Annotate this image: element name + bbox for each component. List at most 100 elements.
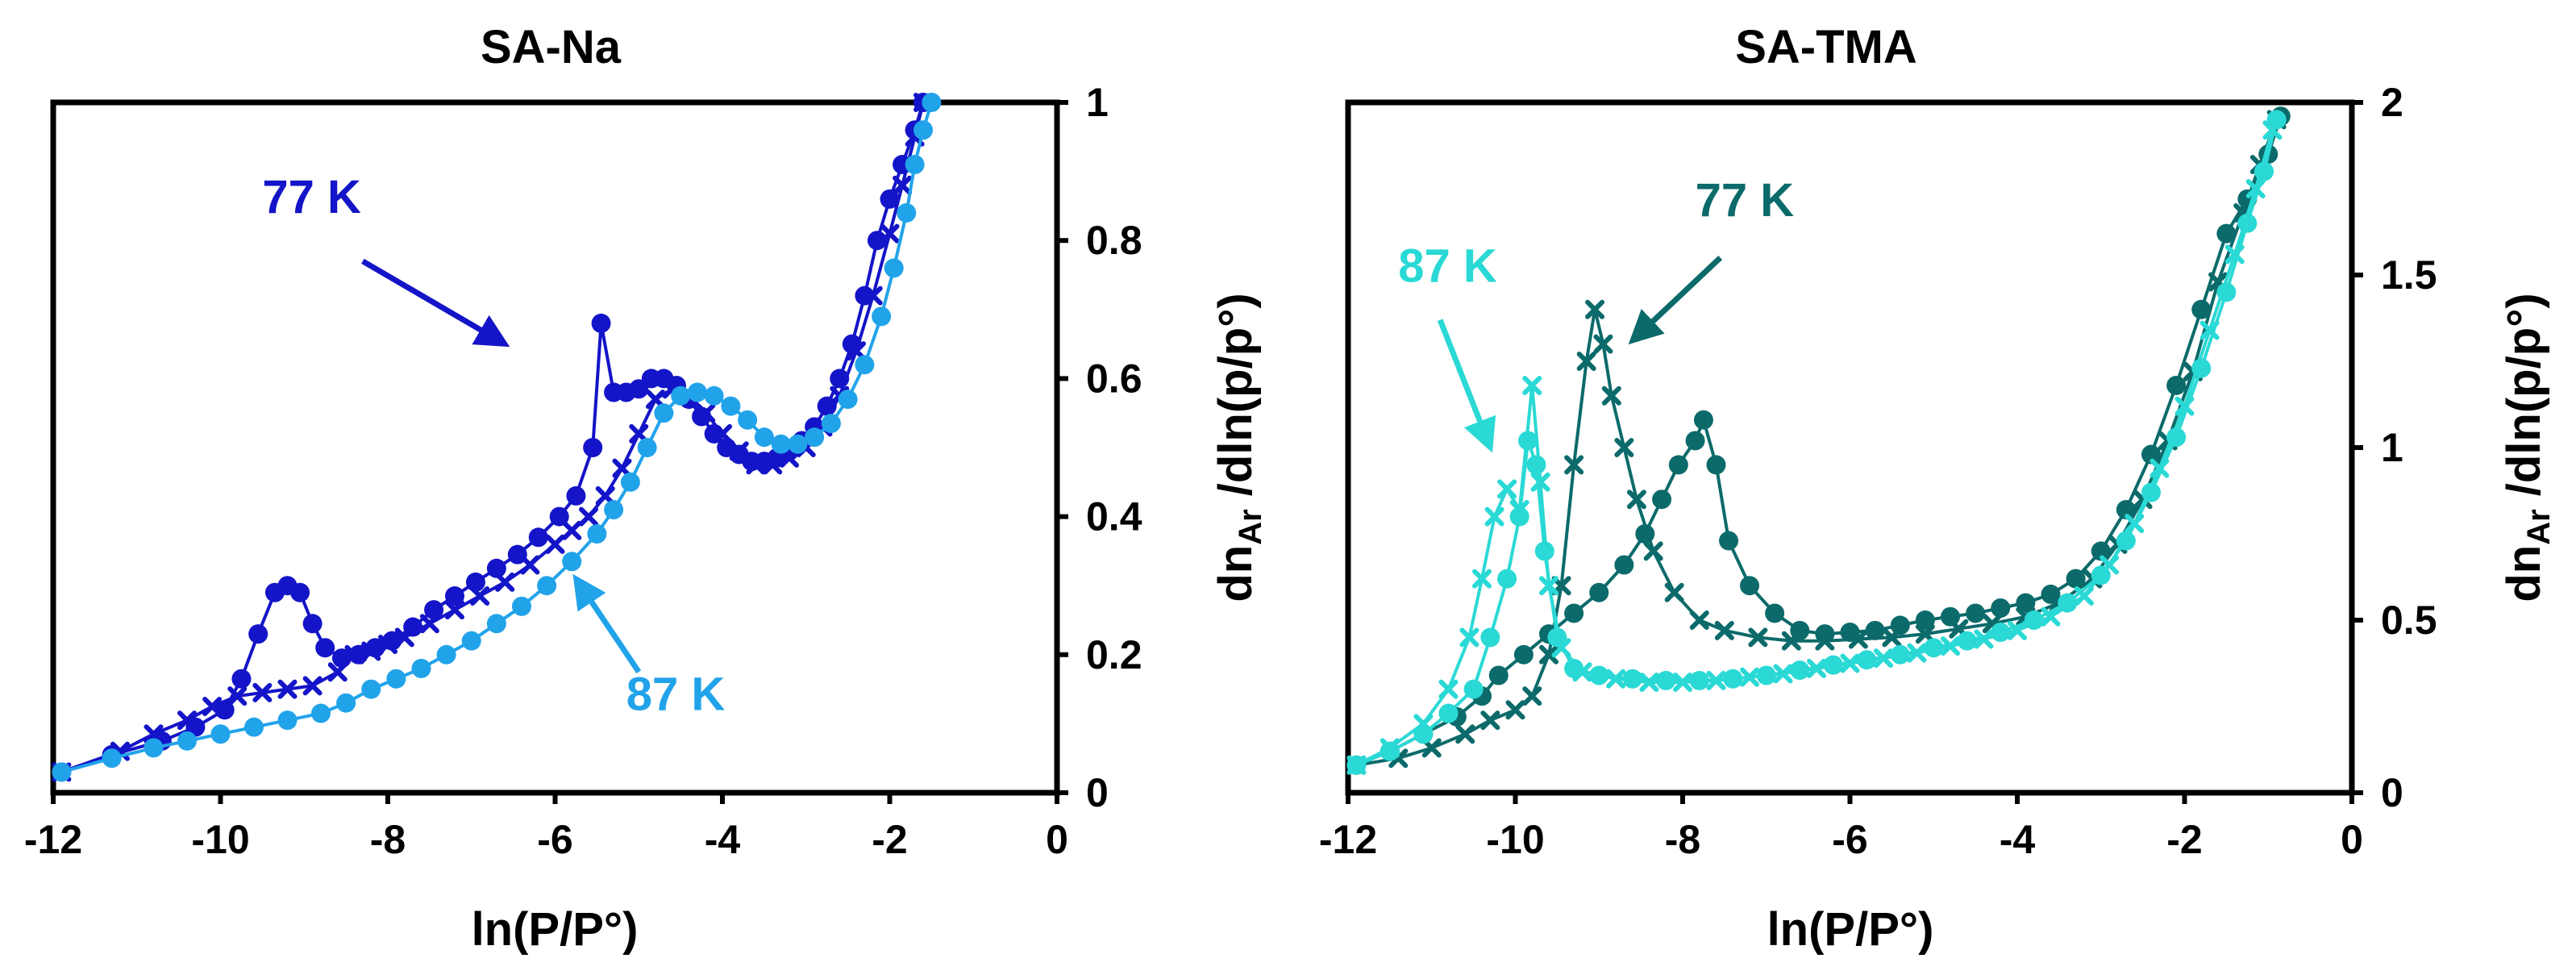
data-point: [1589, 582, 1609, 602]
data-point: [1539, 644, 1559, 665]
data-point: [1614, 555, 1634, 575]
data-point: [880, 223, 900, 244]
y-label-sub: Ar: [2521, 509, 2557, 544]
data-point: [1815, 631, 1835, 651]
data-point: [277, 679, 298, 699]
data-point: [1907, 643, 1927, 663]
data-point: [244, 717, 264, 737]
data-point: [1564, 455, 1584, 475]
data-point: [1915, 610, 1935, 630]
data-point: [1706, 670, 1726, 690]
y-label-rest: /dln(p/p°): [2498, 293, 2550, 509]
data-point: [1807, 658, 1826, 678]
data-point: [512, 596, 531, 616]
y-axis-ticks: 0 0.5 1 1.5 2: [2352, 80, 2437, 815]
data-series: [52, 93, 942, 782]
data-point: [1643, 541, 1663, 561]
data-point: [1957, 631, 1977, 651]
y-tick-label: 0.5: [2381, 598, 2437, 643]
data-series: [1346, 120, 2283, 775]
data-point: [1488, 665, 1509, 685]
y-tick-label: 0: [2381, 770, 2403, 815]
data-point: [696, 403, 716, 423]
data-point: [1765, 603, 1785, 623]
data-point: [227, 686, 248, 706]
x-tick-label: -4: [705, 817, 741, 862]
x-tick-label: -12: [24, 817, 82, 862]
data-point: [2041, 606, 2061, 627]
data-point: [1974, 629, 1994, 649]
data-point: [1622, 669, 1642, 689]
data-point: [2245, 179, 2266, 198]
annotation-label: 77 K: [1696, 174, 1795, 227]
data-point: [528, 527, 548, 548]
y-label-sub: Ar: [1233, 509, 1268, 544]
data-point: [2149, 458, 2170, 478]
y-label-rest: /dln(p/p°): [1209, 293, 1262, 509]
data-point: [1547, 627, 1567, 648]
data-point: [361, 679, 381, 699]
y-label-main: dn: [2498, 545, 2550, 602]
data-point: [277, 710, 298, 731]
data-point: [704, 385, 724, 406]
data-point: [1455, 724, 1475, 744]
data-point: [386, 669, 406, 689]
data-point: [445, 586, 464, 606]
data-point: [654, 403, 674, 423]
x-tick-label: -10: [1486, 817, 1544, 862]
data-point: [1572, 662, 1592, 682]
data-point: [1564, 603, 1584, 623]
data-point: [1714, 620, 1734, 640]
y-tick-label: 0.6: [1086, 356, 1142, 401]
data-point: [1924, 638, 1944, 658]
data-point: [1626, 490, 1646, 510]
data-point: [248, 624, 268, 644]
data-point: [1719, 531, 1739, 551]
data-point: [905, 155, 925, 175]
data-point: [1656, 670, 1676, 690]
data-point: [1668, 455, 1688, 475]
y-tick-label: 0: [1086, 770, 1109, 815]
data-point: [2262, 120, 2283, 140]
annotation-arrow: [1437, 319, 1496, 453]
data-point: [1480, 627, 1500, 648]
data-point: [2116, 500, 2136, 520]
data-point: [1664, 582, 1684, 602]
annotation-label: 87 K: [1398, 240, 1497, 293]
data-point: [177, 710, 197, 731]
data-point: [1585, 299, 1605, 319]
annotation-label: 87 K: [626, 668, 726, 720]
data-point: [302, 614, 323, 634]
data-point: [1526, 455, 1546, 475]
annotation-arrow: [361, 258, 510, 348]
data-point: [2166, 375, 2187, 395]
data-point: [2266, 110, 2287, 130]
data-point: [1941, 606, 1960, 627]
data-point: [537, 576, 557, 596]
data-point: [1614, 438, 1634, 457]
y-tick-label: 0.2: [1086, 632, 1142, 677]
data-point: [336, 693, 356, 713]
plot-frame: [1345, 99, 2355, 796]
data-point: [2191, 299, 2212, 319]
data-point: [144, 724, 164, 744]
data-point: [2141, 444, 2161, 465]
data-point: [210, 724, 231, 744]
x-tick-label: -4: [2000, 817, 2036, 862]
data-point: [1606, 669, 1625, 689]
data-point: [470, 586, 490, 606]
data-point: [1874, 648, 1893, 669]
x-tick-label: -6: [1832, 817, 1867, 862]
data-point: [378, 634, 397, 654]
series-layer: [1346, 106, 2291, 775]
data-point: [913, 120, 933, 140]
data-point: [1593, 334, 1613, 354]
data-point: [486, 614, 506, 634]
data-point: [1706, 455, 1726, 475]
y-tick-label: 2: [2381, 80, 2403, 125]
data-point: [872, 306, 892, 327]
data-point: [1551, 638, 1571, 658]
annotation-label: 77 K: [262, 171, 361, 223]
data-point: [1459, 627, 1479, 648]
